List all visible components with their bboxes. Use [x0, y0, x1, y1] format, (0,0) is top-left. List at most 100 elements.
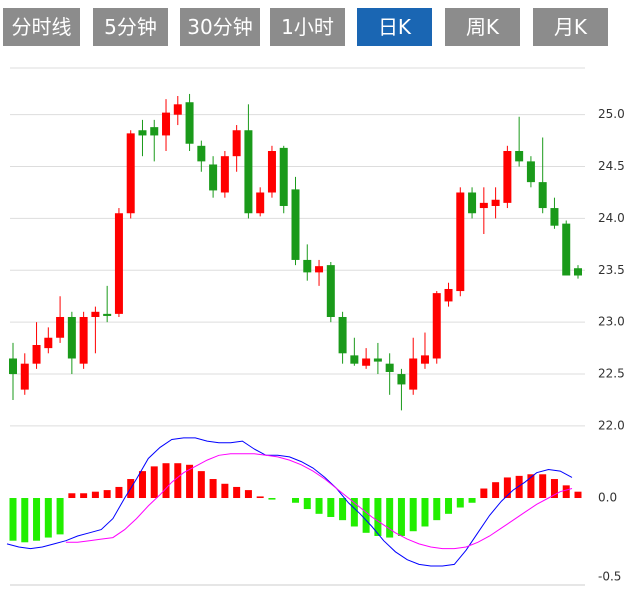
macd-bar [186, 464, 194, 499]
macd-bar [138, 471, 146, 499]
candle-body [173, 104, 182, 115]
macd-bar [292, 498, 299, 503]
macd-bar [468, 498, 476, 503]
tab[interactable]: 5分钟 [93, 8, 168, 46]
macd-bar [244, 490, 252, 499]
candle-body [303, 259, 312, 273]
tab[interactable]: 日K [357, 8, 432, 46]
macd-bar [445, 498, 453, 514]
candle-body [468, 192, 477, 214]
candle-body [456, 192, 465, 292]
macd-bar [433, 498, 441, 521]
candle-body [103, 313, 112, 316]
candle-body [67, 316, 76, 359]
macd-bar [303, 498, 311, 510]
macd-bar [362, 498, 370, 533]
tab[interactable]: 1小时 [270, 8, 345, 46]
candle-body [138, 130, 147, 136]
macd-bar [562, 485, 570, 499]
candle-body [209, 164, 218, 191]
candle-body [279, 147, 288, 206]
macd-bar [515, 475, 523, 499]
candle-body [185, 102, 194, 144]
y-tick-label: 23.5 [598, 263, 625, 277]
macd-line [6, 437, 573, 567]
macd-bar [150, 466, 158, 499]
macd-bar [80, 493, 88, 499]
macd-bar [209, 479, 217, 499]
macd-bar [197, 471, 205, 499]
tab[interactable]: 30分钟 [180, 8, 260, 46]
macd-bar [386, 498, 394, 538]
candle-body [79, 316, 88, 364]
candle-body [162, 112, 171, 136]
macd-bar [174, 463, 182, 499]
candle-body [244, 130, 253, 214]
macd-bar [492, 482, 500, 499]
candle-body [315, 266, 324, 273]
macd-bar [503, 477, 511, 499]
macd-bar [374, 498, 382, 536]
macd-bar [339, 498, 347, 521]
candle-body [550, 208, 559, 226]
macd-bar [9, 498, 17, 541]
y-tick-label: 22.5 [598, 367, 625, 381]
candle-body [538, 182, 547, 209]
candle-body [526, 161, 535, 183]
candle-body [91, 311, 100, 317]
macd-bar [68, 493, 76, 499]
macd-bar [327, 498, 335, 517]
candle-body [479, 202, 488, 209]
macd-bar [33, 498, 41, 541]
macd-line [65, 453, 573, 550]
candle-body [503, 150, 512, 203]
macd-bar [44, 498, 52, 538]
macd-bar [421, 498, 429, 527]
tab[interactable]: 分时线 [3, 8, 80, 46]
candle-body [197, 145, 206, 162]
macd-bar [397, 498, 405, 536]
candle-body [256, 192, 265, 214]
y-tick-label: 25.0 [598, 107, 625, 121]
tab[interactable]: 月K [533, 8, 608, 46]
macd-bar [350, 498, 358, 527]
macd-bar [221, 483, 229, 499]
candle-body [267, 150, 276, 193]
candle-body [126, 133, 135, 214]
macd-bar [315, 498, 323, 514]
macd-bar [21, 498, 29, 543]
candle-body [432, 293, 441, 359]
macd-bar [456, 498, 464, 508]
y-tick-label: 0.0 [598, 491, 617, 505]
candle-body [420, 355, 429, 364]
candle-body [562, 223, 571, 276]
candle-body [220, 156, 229, 193]
tab[interactable]: 周K [445, 8, 520, 46]
macd-bar [268, 498, 276, 500]
candle-body [56, 316, 65, 338]
macd-bar [256, 496, 264, 499]
candle-body [232, 130, 241, 157]
candle-body [574, 268, 582, 276]
macd-bar [539, 474, 547, 499]
y-tick-label: 24.5 [598, 159, 625, 173]
macd-bar [550, 479, 558, 499]
macd-bar [91, 491, 99, 499]
candle-body [338, 316, 347, 354]
candle-body [9, 358, 17, 375]
candle-body [114, 213, 123, 314]
candle-body [444, 288, 453, 302]
candle-body [515, 150, 524, 162]
candle-body [150, 127, 159, 136]
macd-bar [56, 498, 64, 535]
candle-body [362, 358, 371, 366]
y-tick-label: 23.0 [598, 315, 625, 329]
macd-bar [162, 463, 170, 499]
candle-body [326, 265, 335, 317]
macd-bar [233, 486, 241, 499]
candle-body [397, 374, 406, 385]
macd-bar [480, 488, 488, 499]
macd-bar [115, 486, 123, 499]
